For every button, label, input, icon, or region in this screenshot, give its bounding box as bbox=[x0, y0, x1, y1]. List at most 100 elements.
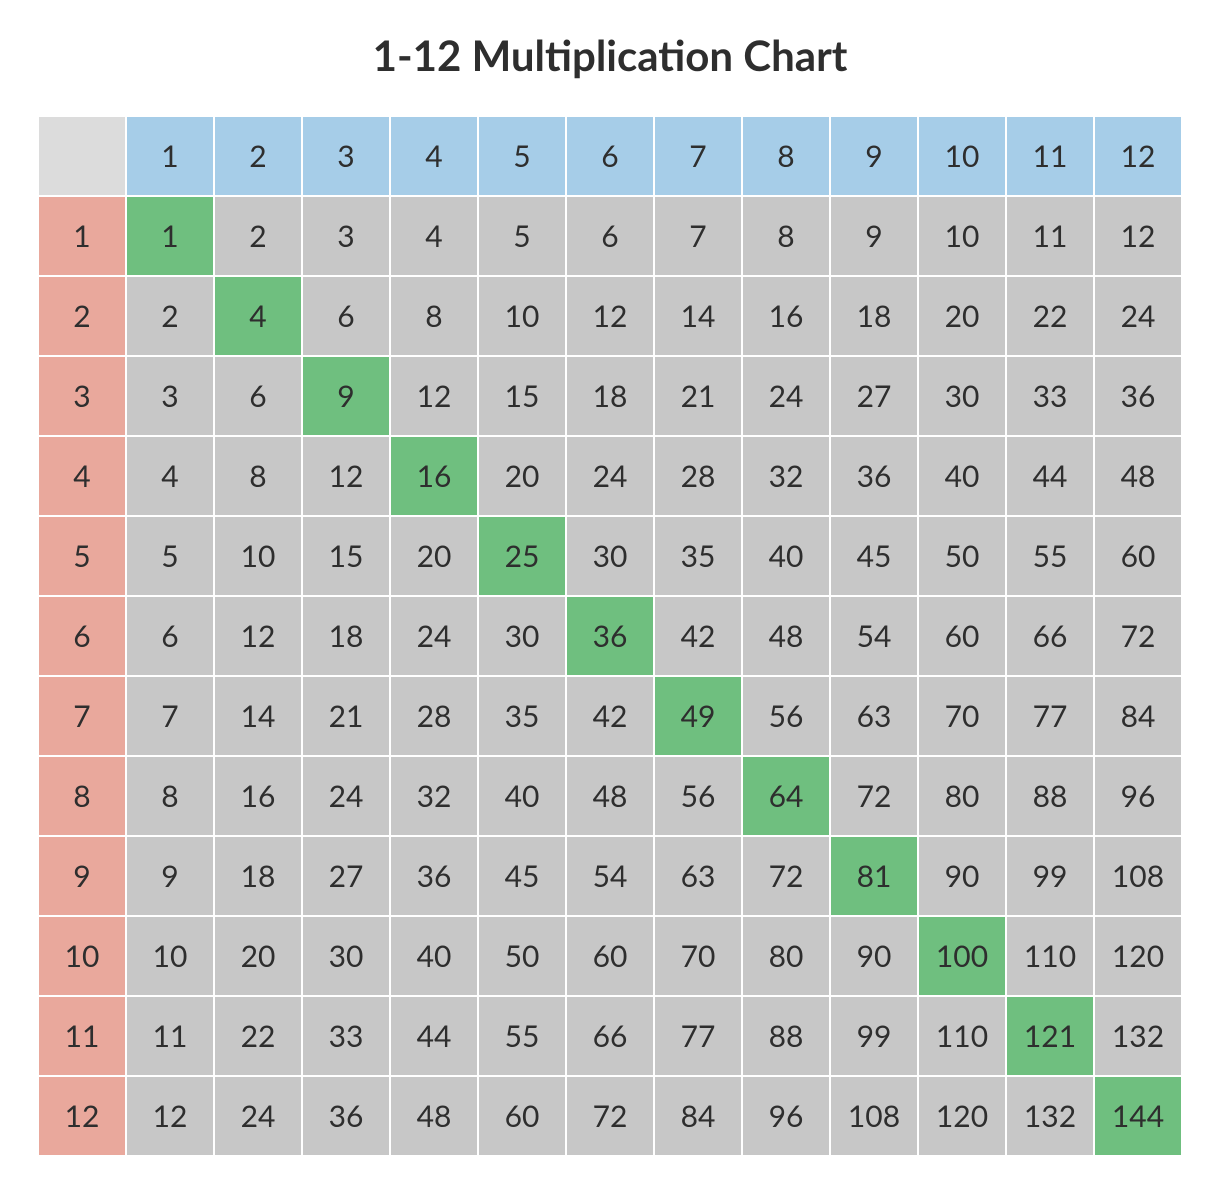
table-row: 11112233445566778899110121132 bbox=[38, 996, 1182, 1076]
chart-container: 1234567891011121123456789101112224681012… bbox=[20, 115, 1200, 1157]
row-header: 9 bbox=[38, 836, 126, 916]
value-cell: 12 bbox=[390, 356, 478, 436]
value-cell: 10 bbox=[214, 516, 302, 596]
value-cell: 3 bbox=[126, 356, 214, 436]
value-cell: 60 bbox=[1094, 516, 1182, 596]
row-header: 4 bbox=[38, 436, 126, 516]
value-cell: 80 bbox=[918, 756, 1006, 836]
value-cell: 12 bbox=[1094, 196, 1182, 276]
value-cell: 18 bbox=[566, 356, 654, 436]
header-row: 123456789101112 bbox=[38, 116, 1182, 196]
column-header: 12 bbox=[1094, 116, 1182, 196]
diagonal-cell: 144 bbox=[1094, 1076, 1182, 1156]
value-cell: 28 bbox=[654, 436, 742, 516]
value-cell: 60 bbox=[478, 1076, 566, 1156]
value-cell: 18 bbox=[214, 836, 302, 916]
value-cell: 88 bbox=[742, 996, 830, 1076]
value-cell: 16 bbox=[742, 276, 830, 356]
value-cell: 84 bbox=[654, 1076, 742, 1156]
value-cell: 36 bbox=[302, 1076, 390, 1156]
value-cell: 60 bbox=[918, 596, 1006, 676]
value-cell: 70 bbox=[654, 916, 742, 996]
row-header: 10 bbox=[38, 916, 126, 996]
table-row: 881624324048566472808896 bbox=[38, 756, 1182, 836]
value-cell: 30 bbox=[478, 596, 566, 676]
value-cell: 33 bbox=[302, 996, 390, 1076]
row-header: 6 bbox=[38, 596, 126, 676]
column-header: 2 bbox=[214, 116, 302, 196]
value-cell: 72 bbox=[566, 1076, 654, 1156]
value-cell: 28 bbox=[390, 676, 478, 756]
value-cell: 44 bbox=[1006, 436, 1094, 516]
column-header: 11 bbox=[1006, 116, 1094, 196]
value-cell: 36 bbox=[1094, 356, 1182, 436]
diagonal-cell: 4 bbox=[214, 276, 302, 356]
diagonal-cell: 1 bbox=[126, 196, 214, 276]
diagonal-cell: 100 bbox=[918, 916, 1006, 996]
value-cell: 56 bbox=[742, 676, 830, 756]
value-cell: 8 bbox=[126, 756, 214, 836]
value-cell: 20 bbox=[478, 436, 566, 516]
row-header: 12 bbox=[38, 1076, 126, 1156]
value-cell: 72 bbox=[830, 756, 918, 836]
value-cell: 9 bbox=[126, 836, 214, 916]
value-cell: 90 bbox=[918, 836, 1006, 916]
table-row: 3369121518212427303336 bbox=[38, 356, 1182, 436]
diagonal-cell: 16 bbox=[390, 436, 478, 516]
value-cell: 4 bbox=[390, 196, 478, 276]
value-cell: 21 bbox=[302, 676, 390, 756]
value-cell: 12 bbox=[566, 276, 654, 356]
value-cell: 32 bbox=[390, 756, 478, 836]
value-cell: 40 bbox=[918, 436, 1006, 516]
value-cell: 99 bbox=[1006, 836, 1094, 916]
value-cell: 11 bbox=[126, 996, 214, 1076]
value-cell: 18 bbox=[302, 596, 390, 676]
value-cell: 24 bbox=[566, 436, 654, 516]
diagonal-cell: 49 bbox=[654, 676, 742, 756]
value-cell: 7 bbox=[126, 676, 214, 756]
table-row: 661218243036424854606672 bbox=[38, 596, 1182, 676]
value-cell: 6 bbox=[302, 276, 390, 356]
value-cell: 72 bbox=[742, 836, 830, 916]
value-cell: 33 bbox=[1006, 356, 1094, 436]
value-cell: 72 bbox=[1094, 596, 1182, 676]
value-cell: 45 bbox=[478, 836, 566, 916]
value-cell: 24 bbox=[214, 1076, 302, 1156]
value-cell: 55 bbox=[1006, 516, 1094, 596]
row-header: 11 bbox=[38, 996, 126, 1076]
value-cell: 40 bbox=[478, 756, 566, 836]
diagonal-cell: 81 bbox=[830, 836, 918, 916]
value-cell: 48 bbox=[1094, 436, 1182, 516]
value-cell: 88 bbox=[1006, 756, 1094, 836]
row-header: 2 bbox=[38, 276, 126, 356]
value-cell: 10 bbox=[918, 196, 1006, 276]
value-cell: 66 bbox=[566, 996, 654, 1076]
value-cell: 8 bbox=[742, 196, 830, 276]
value-cell: 6 bbox=[214, 356, 302, 436]
value-cell: 30 bbox=[918, 356, 1006, 436]
chart-title: 1-12 Multiplication Chart bbox=[20, 30, 1200, 80]
table-row: 771421283542495663707784 bbox=[38, 676, 1182, 756]
value-cell: 54 bbox=[566, 836, 654, 916]
value-cell: 110 bbox=[918, 996, 1006, 1076]
row-header: 1 bbox=[38, 196, 126, 276]
value-cell: 40 bbox=[390, 916, 478, 996]
value-cell: 42 bbox=[566, 676, 654, 756]
value-cell: 4 bbox=[126, 436, 214, 516]
value-cell: 32 bbox=[742, 436, 830, 516]
value-cell: 108 bbox=[830, 1076, 918, 1156]
value-cell: 8 bbox=[390, 276, 478, 356]
value-cell: 45 bbox=[830, 516, 918, 596]
value-cell: 12 bbox=[126, 1076, 214, 1156]
value-cell: 35 bbox=[478, 676, 566, 756]
column-header: 6 bbox=[566, 116, 654, 196]
value-cell: 16 bbox=[214, 756, 302, 836]
value-cell: 9 bbox=[830, 196, 918, 276]
table-row: 121224364860728496108120132144 bbox=[38, 1076, 1182, 1156]
value-cell: 54 bbox=[830, 596, 918, 676]
value-cell: 96 bbox=[742, 1076, 830, 1156]
value-cell: 48 bbox=[742, 596, 830, 676]
value-cell: 2 bbox=[214, 196, 302, 276]
value-cell: 40 bbox=[742, 516, 830, 596]
column-header: 9 bbox=[830, 116, 918, 196]
